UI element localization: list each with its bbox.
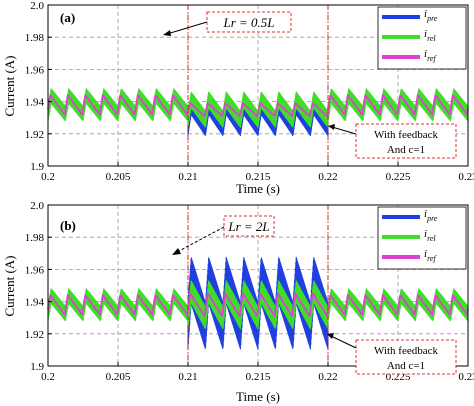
- series-line-ref: [47, 292, 469, 317]
- annotation-top-a: Lr = 0.5L: [163, 11, 292, 36]
- annotation-arrowhead-a: [163, 30, 171, 36]
- legend-sub-pre-b: pre: [426, 214, 438, 223]
- annotation-arrow-b: [176, 226, 225, 253]
- feedback-line1-b: With feedback: [374, 345, 438, 357]
- x-axis-label-a: Time (s): [236, 181, 280, 196]
- y-axis-label-b: Current (A): [2, 255, 17, 316]
- annotation-text-b: Lr = 2L: [227, 219, 269, 234]
- x-tick-label: 0.2: [41, 371, 55, 383]
- event-lines-b: [187, 205, 329, 366]
- y-tick-label: 1.98: [25, 232, 45, 244]
- legend-sub-pre-a: pre: [426, 14, 438, 23]
- y-axis-label-a: Current (A): [2, 55, 17, 116]
- panel-label-a: (a): [60, 10, 75, 25]
- feedback-box-b: [355, 339, 457, 375]
- y-tick-label: 1.94: [25, 97, 45, 109]
- legend-sub-rel-a: rel: [427, 34, 436, 43]
- x-tick-label: 0.215: [246, 371, 271, 383]
- y-tick-label: 2.0: [30, 200, 44, 212]
- ticks-b: 1.9 1.92 1.94 1.96 1.98 2.0 0.2 0.205 0.21 0.215 0…: [25, 200, 474, 383]
- x-tick-label: 0.22: [318, 171, 337, 183]
- x-tick-label: 0.205: [106, 371, 131, 383]
- series-line-ref: [47, 94, 469, 117]
- legend-sub-rel-b: rel: [427, 234, 436, 243]
- annotation-arrowhead-b: [172, 248, 181, 255]
- panel-a: 1.9 1.92 1.94 1.96 1.98 2.0 0.2 0.205 0.21 0.215 0…: [2, 0, 474, 196]
- x-axis-label-b: Time (s): [236, 389, 280, 404]
- annotation-arrow-a: [166, 21, 208, 35]
- annotation-bottom-a: With feedback And c=1: [328, 123, 457, 159]
- y-tick-label: 1.9: [30, 161, 44, 173]
- x-tick-label: 0.225: [386, 171, 411, 183]
- feedback-line2-a: And c=1: [387, 144, 425, 156]
- y-tick-label: 1.9: [30, 361, 44, 373]
- annotation-bottom-b: With feedback And c=1: [327, 333, 457, 375]
- x-tick-label: 0.205: [106, 171, 131, 183]
- x-tick-label: 0.21: [178, 371, 197, 383]
- legend-sub-ref-b: ref: [427, 254, 437, 263]
- x-tick-label: 0.23: [458, 171, 474, 183]
- ticks-a: 1.9 1.92 1.94 1.96 1.98 2.0 0.2 0.205 0.21 0.215 0…: [25, 0, 474, 183]
- x-tick-label: 0.2: [41, 171, 55, 183]
- y-tick-label: 1.96: [25, 264, 45, 276]
- plot-lines-b: [47, 256, 469, 350]
- y-tick-label: 1.96: [25, 64, 45, 76]
- x-tick-label: 0.21: [178, 171, 197, 183]
- legend-sub-ref-a: ref: [427, 54, 437, 63]
- feedback-line2-b: And c=1: [387, 360, 425, 372]
- y-tick-label: 1.98: [25, 32, 45, 44]
- event-lines-a: [187, 5, 329, 166]
- feedback-arrowhead-a: [328, 124, 335, 130]
- x-tick-label: 0.23: [458, 371, 474, 383]
- feedback-arrow-b: [330, 335, 357, 349]
- feedback-box-a: [355, 123, 457, 159]
- annotation-top-b: Lr = 2L: [172, 215, 275, 255]
- annotation-box-b: [223, 215, 275, 237]
- x-tick-label: 0.22: [318, 371, 337, 383]
- feedback-arrow-a: [331, 126, 357, 135]
- series-line-rel: [47, 88, 469, 128]
- panel-label-b: (b): [60, 218, 76, 233]
- y-tick-label: 1.92: [25, 329, 44, 341]
- x-tick-label: 0.215: [246, 171, 271, 183]
- legend-b: ipre irel iref: [377, 206, 467, 270]
- series-line-rel: [47, 280, 469, 330]
- plot-lines-a: [47, 88, 469, 137]
- legend-a: ipre irel iref: [377, 6, 467, 70]
- panel-b: 1.9 1.92 1.94 1.96 1.98 2.0 0.2 0.205 0.21 0.215 0…: [2, 200, 474, 404]
- y-tick-label: 2.0: [30, 0, 44, 12]
- annotation-text-a: Lr = 0.5L: [222, 15, 274, 30]
- y-tick-label: 1.92: [25, 129, 44, 141]
- feedback-line1-a: With feedback: [374, 129, 438, 141]
- feedback-arrowhead-b: [327, 333, 334, 339]
- y-tick-label: 1.94: [25, 297, 45, 309]
